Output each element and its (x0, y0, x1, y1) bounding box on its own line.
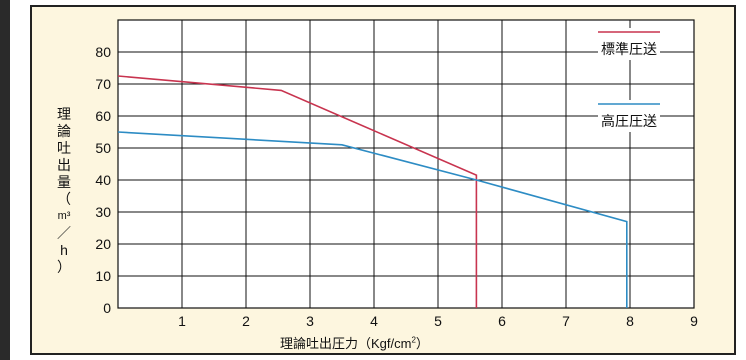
x-tick-label: 9 (690, 313, 698, 329)
y-tick-label: 70 (95, 76, 111, 92)
y-tick-label: 10 (95, 268, 111, 284)
x-tick-label: 5 (434, 313, 442, 329)
x-tick-label: 7 (562, 313, 570, 329)
x-tick-label: 8 (626, 313, 634, 329)
x-tick-label: 1 (178, 313, 186, 329)
y-tick-label: 0 (103, 300, 111, 316)
y-tick-label: 30 (95, 204, 111, 220)
y-tick-label: 80 (95, 44, 111, 60)
legend-label-1: 標準圧送 (601, 41, 657, 57)
x-tick-label: 6 (498, 313, 506, 329)
legend-label-2: 高圧圧送 (601, 113, 657, 129)
x-tick-label: 3 (306, 313, 314, 329)
y-tick-label: 20 (95, 236, 111, 252)
y-tick-label: 40 (95, 172, 111, 188)
x-tick-label: 4 (370, 313, 378, 329)
y-tick-label: 50 (95, 140, 111, 156)
y-tick-label: 60 (95, 108, 111, 124)
plot-area (118, 20, 694, 308)
x-tick-label: 2 (242, 313, 250, 329)
